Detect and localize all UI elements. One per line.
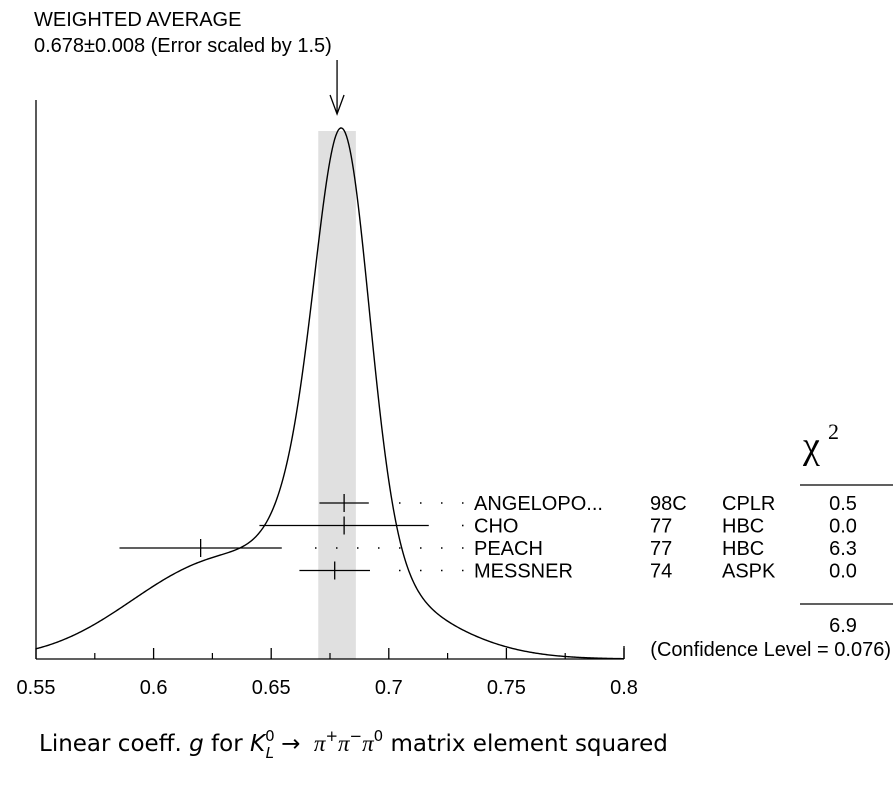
measurement-technique: HBC bbox=[722, 516, 764, 538]
average-error-band bbox=[318, 131, 356, 659]
x-label-pi2-sup: − bbox=[350, 727, 363, 745]
x-label-k: K bbox=[250, 731, 267, 757]
measurement-technique: ASPK bbox=[722, 561, 776, 583]
chart-subtitle: 0.678±0.008 (Error scaled by 1.5) bbox=[34, 35, 332, 57]
average-arrow bbox=[329, 60, 345, 116]
x-label-k-sup: 0 bbox=[265, 727, 275, 745]
x-label-k-sub: L bbox=[266, 744, 274, 762]
chi2-header: χ bbox=[802, 425, 820, 467]
x-label-pi2: π bbox=[338, 731, 351, 756]
measurement-technique: CPLR bbox=[722, 493, 775, 515]
x-label-g: g bbox=[189, 731, 204, 757]
x-label-pi3: π bbox=[362, 731, 375, 756]
measurement-name: MESSNER bbox=[474, 561, 573, 583]
x-tick-label: 0.65 bbox=[252, 677, 291, 699]
x-ticks: 0.55 0.6 0.65 0.7 0.75 0.8 bbox=[17, 648, 638, 699]
x-tick-label: 0.6 bbox=[140, 677, 168, 699]
measurement-row: MESSNER 74 ASPK 0.0 bbox=[299, 561, 857, 583]
ideogram-curve bbox=[35, 127, 625, 660]
average-arrow-head bbox=[329, 94, 345, 116]
measurement-name: CHO bbox=[474, 516, 518, 538]
x-label-suffix: matrix element squared bbox=[383, 731, 668, 757]
measurement-technique: HBC bbox=[722, 538, 764, 560]
x-label-prefix: Linear coeff. bbox=[39, 731, 189, 757]
confidence-level: (Confidence Level = 0.076) bbox=[650, 639, 891, 661]
chi2-total: 6.9 bbox=[829, 615, 857, 637]
measurement-row: CHO 77 HBC 0.0 bbox=[259, 516, 857, 538]
x-label-pi3-sup: 0 bbox=[374, 727, 384, 745]
ideogram-curve-layer bbox=[35, 127, 625, 660]
x-axis-label: Linear coeff. g for K0 L → π+π−π0 matrix … bbox=[39, 727, 668, 762]
x-tick-label: 0.8 bbox=[610, 677, 638, 699]
measurement-row: PEACH 77 HBC 6.3 bbox=[119, 538, 857, 560]
measurement-chi2: 0.0 bbox=[829, 516, 857, 538]
x-tick-label: 0.75 bbox=[487, 677, 526, 699]
measurement-name: ANGELOPO... bbox=[474, 493, 603, 515]
measurement-chi2: 0.0 bbox=[829, 561, 857, 583]
measurements-layer: ANGELOPO... 98C CPLR 0.5 CHO 77 HBC 0.0 PEACH 77 H… bbox=[119, 493, 857, 583]
x-label-arrow: → bbox=[274, 731, 308, 757]
measurement-year: 74 bbox=[650, 561, 672, 583]
chart-title: WEIGHTED AVERAGE bbox=[34, 9, 241, 31]
average-band-layer bbox=[318, 131, 356, 659]
measurement-year: 77 bbox=[650, 538, 672, 560]
measurement-year: 77 bbox=[650, 516, 672, 538]
x-tick-label: 0.55 bbox=[17, 677, 56, 699]
x-label-pi1: π bbox=[314, 731, 327, 756]
measurement-chi2: 6.3 bbox=[829, 538, 857, 560]
measurement-row: ANGELOPO... 98C CPLR 0.5 bbox=[319, 493, 857, 515]
measurement-chi2: 0.5 bbox=[829, 493, 857, 515]
chi2-header-sup: 2 bbox=[828, 419, 839, 444]
x-label-pi1-sup: + bbox=[325, 727, 338, 745]
x-tick-label: 0.7 bbox=[375, 677, 403, 699]
x-label-for: for bbox=[204, 731, 250, 757]
measurement-year: 98C bbox=[650, 493, 687, 515]
measurement-name: PEACH bbox=[474, 538, 543, 560]
